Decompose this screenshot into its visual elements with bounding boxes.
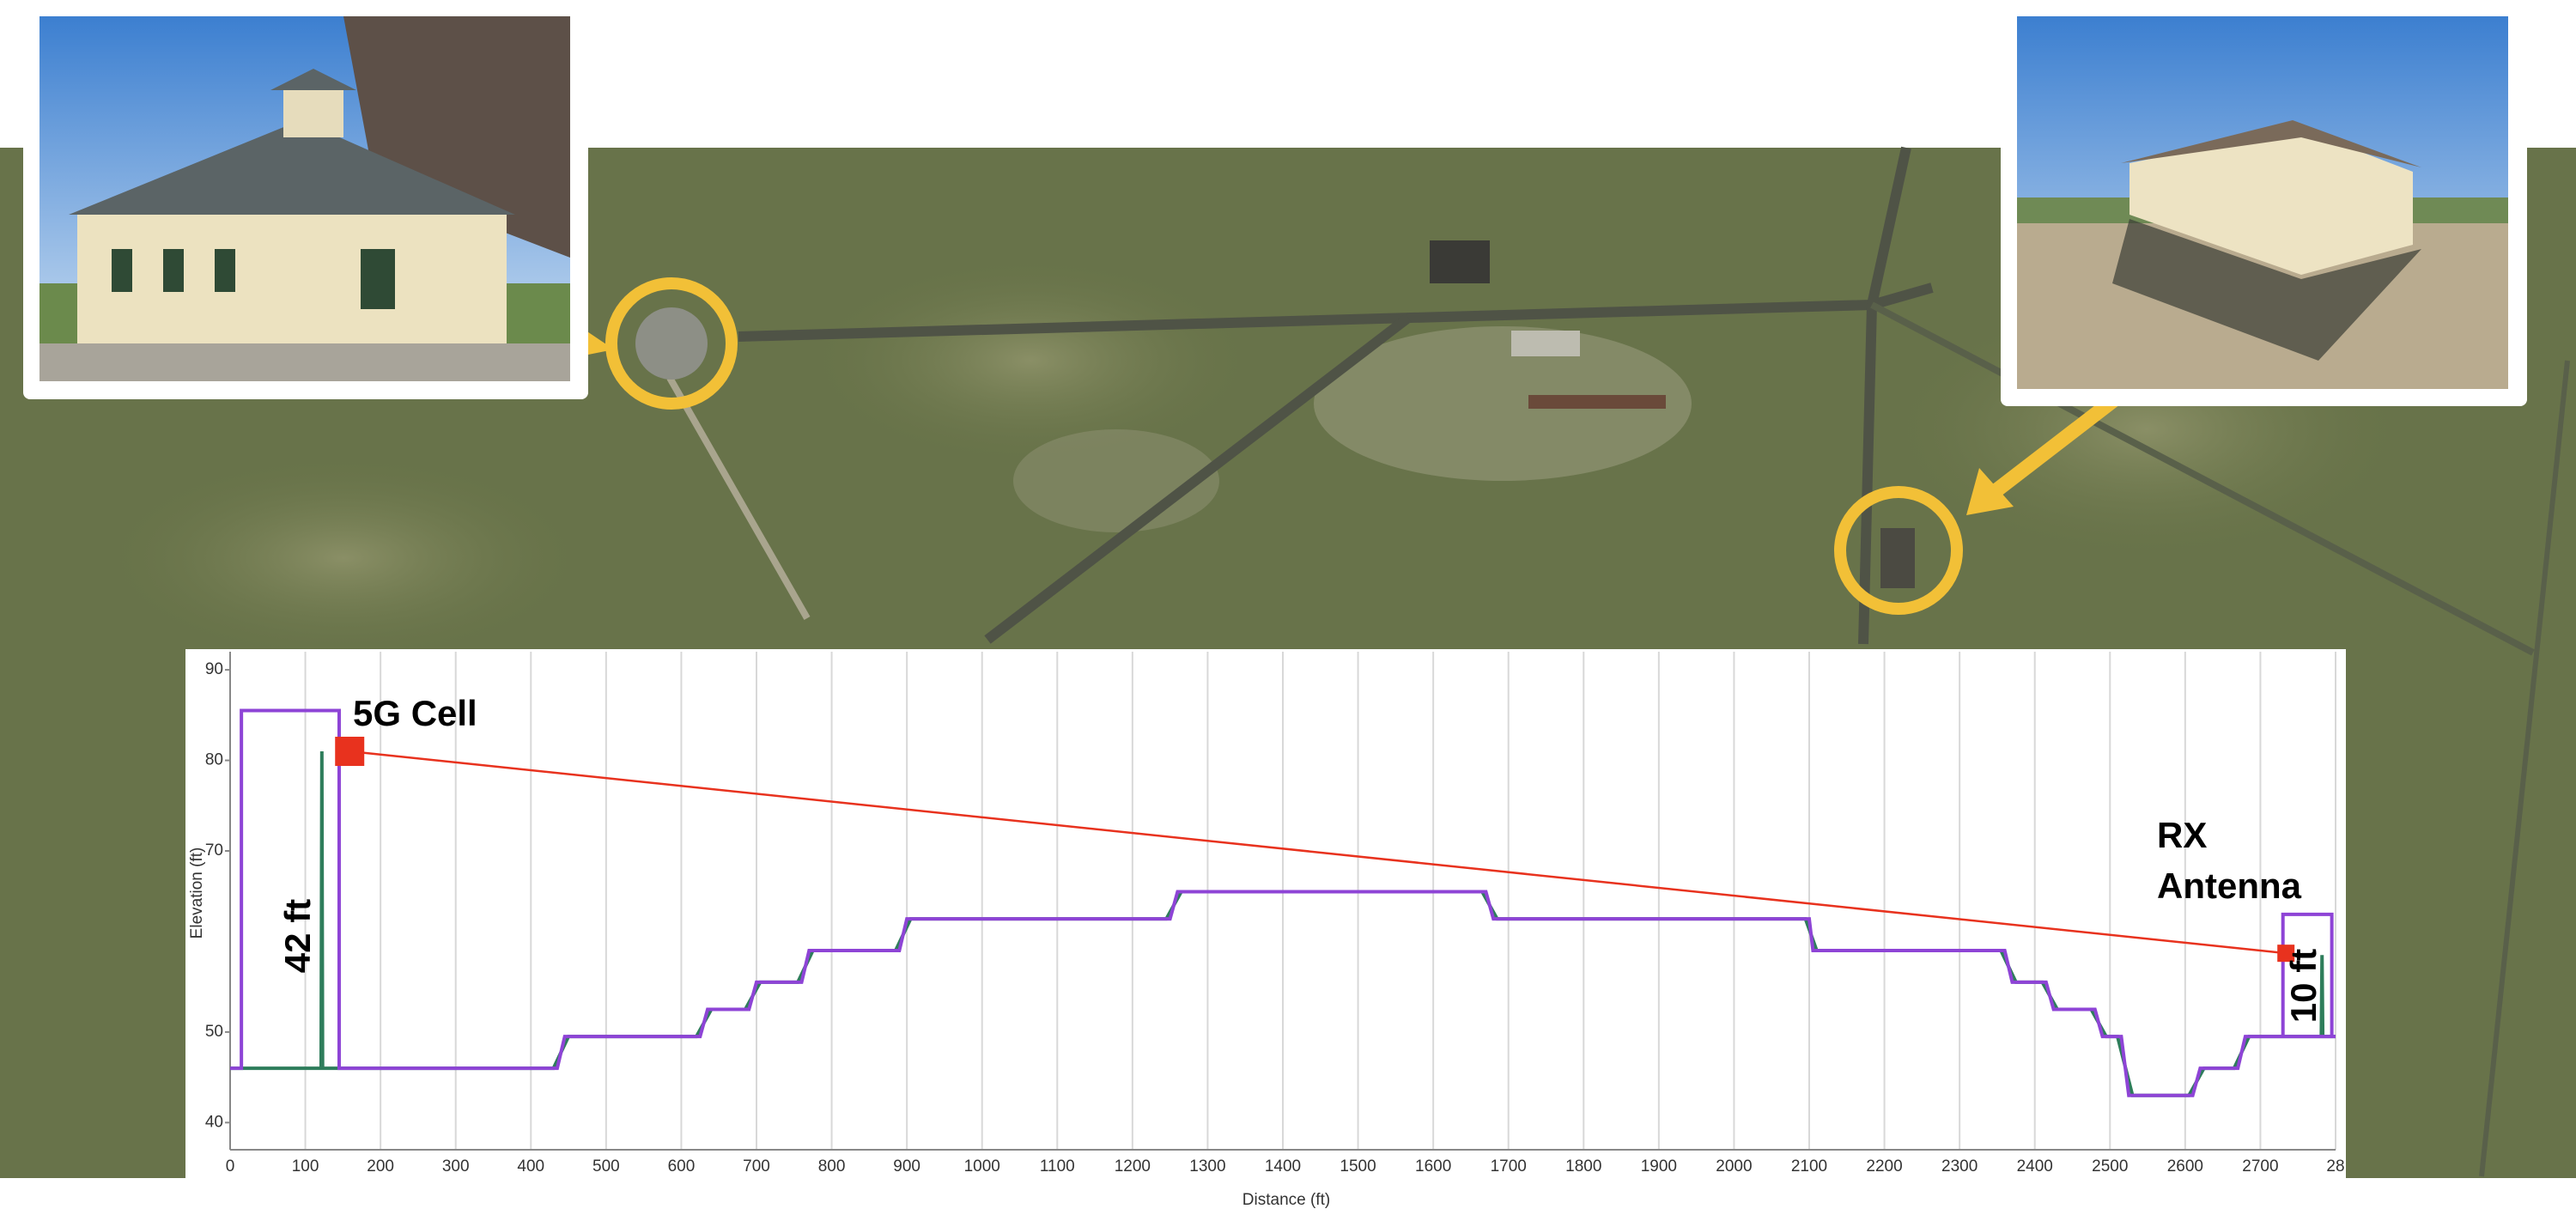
y-axis-label: Elevation (ft) bbox=[188, 847, 206, 939]
y-tick-label: 70 bbox=[205, 841, 223, 860]
photo-right bbox=[2001, 0, 2527, 406]
x-tick-label: 2200 bbox=[1866, 1157, 1902, 1176]
x-tick-label: 700 bbox=[743, 1157, 770, 1176]
x-tick-label: 2100 bbox=[1791, 1157, 1827, 1176]
x-tick-label: 800 bbox=[818, 1157, 846, 1176]
x-tick-label: 1800 bbox=[1565, 1157, 1601, 1176]
marker bbox=[2277, 945, 2295, 963]
x-tick-label: 100 bbox=[292, 1157, 319, 1176]
x-tick-label: 2600 bbox=[2167, 1157, 2203, 1176]
y-tick-label: 50 bbox=[205, 1023, 223, 1041]
x-tick-label: 1500 bbox=[1340, 1157, 1376, 1176]
x-tick-label: 2700 bbox=[2242, 1157, 2278, 1176]
series-line bbox=[349, 750, 2287, 955]
x-tick-label: 1100 bbox=[1040, 1157, 1075, 1176]
x-tick-label: 600 bbox=[668, 1157, 696, 1176]
annotation: 5G Cell bbox=[353, 693, 477, 733]
x-tick-label: 1000 bbox=[964, 1157, 1000, 1176]
marker bbox=[335, 737, 365, 766]
annotation: 10 ft bbox=[2283, 949, 2324, 1023]
chart: 0 100 200 300 400 500 600 700 800 900 1000 1100 1200… bbox=[205, 652, 2345, 1176]
x-tick-label: 1200 bbox=[1115, 1157, 1151, 1176]
chart-panel bbox=[185, 649, 2346, 1211]
annotation: RX bbox=[2157, 815, 2207, 855]
x-tick-label: 500 bbox=[592, 1157, 620, 1176]
x-tick-label: 2300 bbox=[1941, 1157, 1978, 1176]
y-tick-label: 90 bbox=[205, 660, 223, 678]
annotation: 42 ft bbox=[277, 899, 318, 973]
annotation: Antenna bbox=[2157, 866, 2302, 906]
series-line bbox=[2281, 912, 2334, 1037]
x-tick-label: 900 bbox=[893, 1157, 920, 1176]
x-tick-label: 1900 bbox=[1641, 1157, 1677, 1176]
x-tick-label: 2400 bbox=[2017, 1157, 2053, 1176]
x-tick-label: 400 bbox=[517, 1157, 544, 1176]
x-tick-label: 1300 bbox=[1189, 1157, 1225, 1176]
x-tick-label: 1400 bbox=[1265, 1157, 1301, 1176]
series-line bbox=[230, 708, 2336, 1097]
x-tick-label: 0 bbox=[226, 1157, 235, 1176]
x-tick-label: 1700 bbox=[1491, 1157, 1527, 1176]
y-tick-label: 40 bbox=[205, 1113, 223, 1131]
y-tick-label: 80 bbox=[205, 751, 223, 769]
x-tick-label: 28 bbox=[2326, 1157, 2344, 1176]
x-tick-label: 2500 bbox=[2092, 1157, 2128, 1176]
x-tick-label: 200 bbox=[367, 1157, 394, 1176]
photo-left bbox=[23, 0, 588, 399]
x-tick-label: 2000 bbox=[1716, 1157, 1752, 1176]
x-axis-label: Distance (ft) bbox=[1242, 1191, 1330, 1209]
x-tick-label: 300 bbox=[442, 1157, 470, 1176]
x-tick-label: 1600 bbox=[1415, 1157, 1451, 1176]
